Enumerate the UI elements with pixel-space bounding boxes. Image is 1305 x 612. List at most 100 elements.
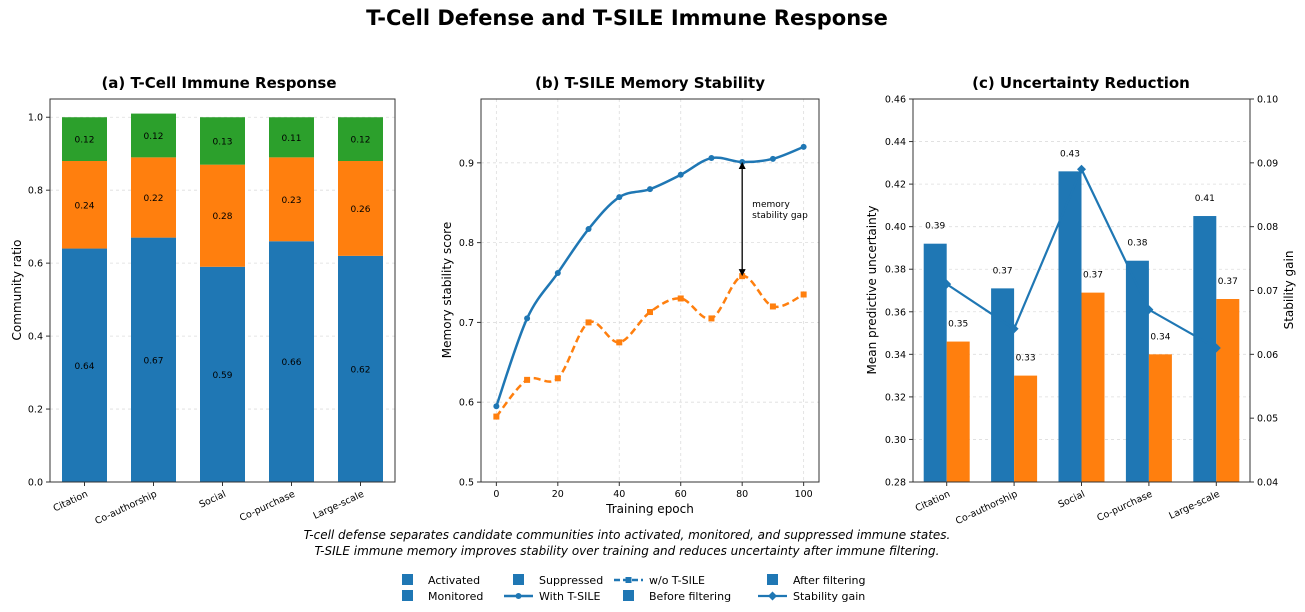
data-point <box>616 194 623 201</box>
bar-monitored <box>338 161 383 256</box>
x-tick-label: Citation <box>914 489 952 515</box>
x-tick-label: 80 <box>736 489 748 500</box>
bar-after-filtering <box>946 341 970 482</box>
legend-label: With T-SILE <box>539 590 601 603</box>
legend-swatch <box>767 574 778 585</box>
bar-activated <box>269 241 314 482</box>
y-tick-label: 0.46 <box>885 95 906 106</box>
bar-value-label: 0.38 <box>1127 239 1147 249</box>
bar-value-label: 0.26 <box>350 205 370 215</box>
bar-suppressed <box>269 117 314 158</box>
data-point <box>677 295 684 302</box>
y-tick-label: 0.30 <box>885 435 906 446</box>
bar-before-filtering <box>1058 171 1082 482</box>
bar-before-filtering <box>991 288 1015 482</box>
x-tick-label: 100 <box>795 489 813 500</box>
data-point <box>800 291 807 298</box>
y-tick-label: 1.0 <box>28 113 43 124</box>
y-tick-label: 0.28 <box>885 478 906 489</box>
bar-value-label: 0.37 <box>1083 271 1103 281</box>
panel-a-ylabel: Community ratio <box>10 240 24 341</box>
panel-c-ylabel: Mean predictive uncertainty <box>865 206 879 375</box>
bar-monitored <box>131 157 176 238</box>
bar-value-label: 0.43 <box>1060 149 1080 159</box>
bar-suppressed <box>62 117 107 162</box>
y-tick-label: 0.44 <box>885 137 906 148</box>
bar-value-label: 0.59 <box>212 371 232 381</box>
legend-item: With T-SILE <box>504 590 601 603</box>
bar-value-label: 0.67 <box>143 356 163 366</box>
panel-b-title: (b) T-SILE Memory Stability <box>535 74 765 92</box>
legend-swatch <box>402 590 413 601</box>
legend-marker <box>768 591 777 601</box>
bar-before-filtering <box>923 243 947 482</box>
legend-item: Activated <box>402 574 480 587</box>
bar-after-filtering <box>1148 354 1172 482</box>
legend-item: Before filtering <box>623 590 731 603</box>
series-line-with-t-sile <box>495 145 805 407</box>
bar-value-label: 0.22 <box>143 194 163 204</box>
legend-item: Monitored <box>402 590 483 603</box>
panel-c: 0.39 0.35 0.37 0.33 0.43 0.37 0.38 0.34 0.41 0.37… <box>865 74 1296 527</box>
annotation-text: memory <box>752 200 790 210</box>
y-tick-label: 0.8 <box>28 186 43 197</box>
x-tick-label: Social <box>1057 489 1087 511</box>
data-point <box>524 315 531 322</box>
stability-gain-point <box>1144 305 1154 315</box>
arrow-head-up <box>738 162 746 170</box>
bar-before-filtering <box>1193 216 1217 482</box>
legend-label: Suppressed <box>539 574 603 587</box>
legend-item: Stability gain <box>758 590 865 603</box>
data-point <box>647 309 653 316</box>
data-point <box>769 155 776 162</box>
y-tick-label: 0.32 <box>885 392 906 403</box>
x-tick-label: Co-authorship <box>93 489 158 527</box>
panel-c-ylabel-right: Stability gain <box>1282 251 1296 330</box>
x-tick-label: Citation <box>52 489 90 515</box>
stability-gain-point <box>942 279 952 289</box>
data-point <box>524 376 531 383</box>
x-tick-label: 0 <box>493 489 499 500</box>
legend-label: Before filtering <box>649 590 731 603</box>
y-tick-label: 0.2 <box>28 405 43 416</box>
data-point <box>769 303 776 310</box>
data-point <box>708 155 715 162</box>
legend-marker <box>625 577 632 583</box>
figure-title: T-Cell Defense and T-SILE Immune Respons… <box>366 6 888 30</box>
bar-value-label: 0.62 <box>350 365 370 375</box>
data-point <box>708 315 715 322</box>
y-tick-label: 0.5 <box>459 478 474 489</box>
data-point <box>554 269 561 276</box>
x-tick-label: 20 <box>552 489 564 500</box>
legend-label: Stability gain <box>793 590 865 603</box>
data-point <box>493 413 500 420</box>
panel-b-frame <box>480 98 820 483</box>
stability-gain-point <box>1009 324 1019 334</box>
y-right-tick-label: 0.04 <box>1257 478 1278 489</box>
y-right-tick-label: 0.07 <box>1257 286 1278 297</box>
y-tick-label: 0.7 <box>459 318 474 329</box>
series-line-w-o-t-sile <box>495 274 805 418</box>
bar-before-filtering <box>1125 260 1149 482</box>
y-tick-label: 0.38 <box>885 265 906 276</box>
legend-item: After filtering <box>767 574 866 587</box>
bar-value-label: 0.41 <box>1195 194 1215 204</box>
y-tick-label: 0.36 <box>885 307 906 318</box>
y-tick-label: 0.6 <box>459 398 474 409</box>
y-tick-label: 0.8 <box>459 238 474 249</box>
bar-suppressed <box>131 113 176 158</box>
stability-gain-point <box>1077 164 1086 174</box>
bar-monitored <box>200 164 245 267</box>
bar-value-label: 0.35 <box>948 320 968 330</box>
x-tick-label: 60 <box>675 489 687 500</box>
bar-value-label: 0.13 <box>212 137 232 147</box>
x-tick-label: Social <box>198 489 228 511</box>
bar-value-label: 0.66 <box>281 358 301 368</box>
legend-marker <box>515 593 522 599</box>
bar-value-label: 0.11 <box>281 134 301 144</box>
bar-activated <box>200 266 245 482</box>
panel-b: 0.5 0.6 0.7 0.8 0.9 0 20 40 60 80 100 (b) T-SILE M… <box>440 74 820 516</box>
bar-value-label: 0.34 <box>1150 332 1170 342</box>
data-point <box>554 375 561 382</box>
